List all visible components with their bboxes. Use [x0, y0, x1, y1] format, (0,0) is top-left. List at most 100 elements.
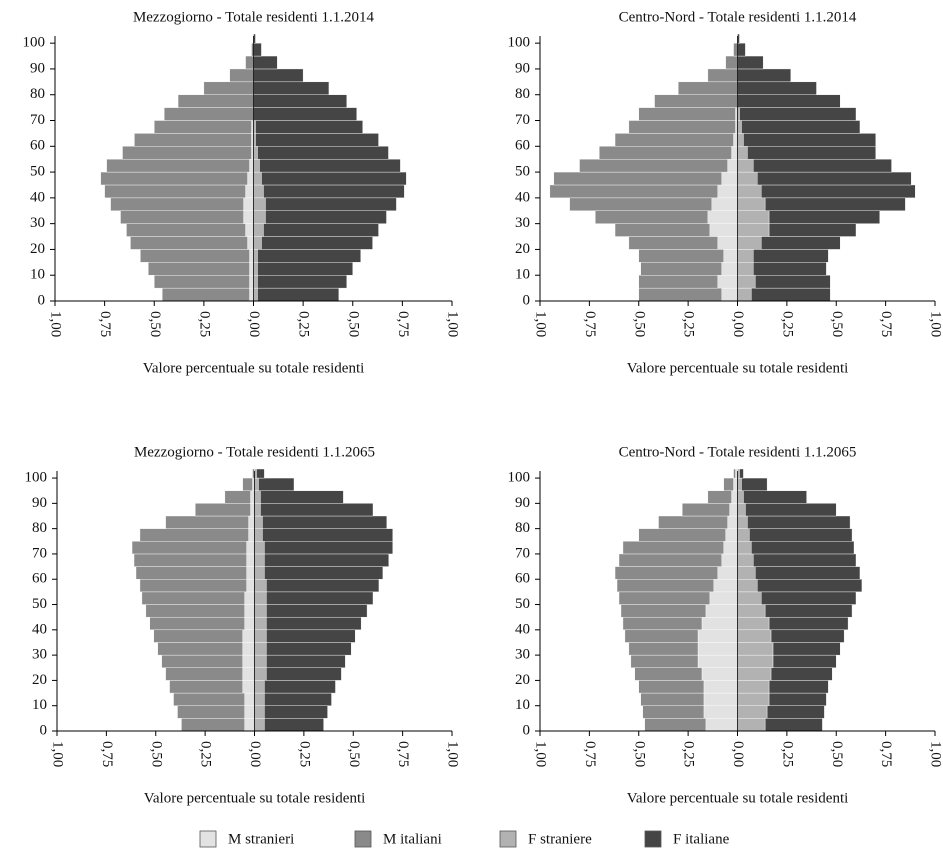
bar: [131, 541, 247, 555]
y-tick-label: 80: [515, 520, 530, 536]
bar: [264, 553, 390, 567]
x-tick-label: 0,75: [395, 741, 411, 767]
bar: [737, 667, 772, 681]
bar: [721, 171, 738, 186]
bar: [703, 692, 738, 706]
y-tick-label: 40: [515, 621, 530, 637]
bar: [145, 604, 245, 618]
bar: [630, 654, 699, 668]
bar: [733, 42, 738, 57]
y-tick-label: 0: [523, 292, 531, 308]
bar: [243, 197, 254, 211]
bar: [244, 591, 255, 605]
bar: [253, 210, 266, 224]
y-tick-label: 10: [515, 267, 530, 283]
y-tick-label: 70: [515, 545, 530, 561]
y-tick-label: 20: [32, 672, 47, 688]
bar: [741, 477, 768, 491]
x-tick-label: 1,00: [928, 741, 943, 767]
bar: [733, 468, 736, 479]
bar: [614, 133, 734, 147]
bar: [642, 705, 705, 719]
bar: [638, 680, 705, 694]
bar: [717, 566, 738, 580]
bar: [254, 642, 267, 656]
bar: [595, 210, 709, 224]
bar: [703, 705, 738, 719]
bar: [263, 223, 379, 237]
bar: [733, 133, 738, 147]
bar: [244, 705, 255, 719]
bar: [717, 236, 738, 250]
bar: [737, 158, 754, 173]
y-tick-label: 80: [515, 86, 530, 102]
bar: [737, 642, 774, 656]
bar: [161, 287, 250, 302]
bar: [244, 616, 255, 631]
bar: [257, 275, 347, 289]
bar: [764, 718, 823, 732]
bar: [768, 223, 857, 237]
bar: [737, 249, 754, 263]
bar: [266, 654, 346, 668]
bar: [224, 490, 251, 504]
bar: [253, 223, 264, 237]
bar: [723, 477, 734, 491]
bar: [141, 591, 245, 605]
bar: [624, 629, 699, 643]
bar: [737, 120, 742, 134]
bar: [266, 629, 356, 643]
bar: [254, 616, 267, 631]
bar: [181, 718, 245, 732]
bar: [244, 718, 255, 732]
bar: [770, 629, 845, 643]
bar: [122, 146, 252, 160]
bar: [249, 262, 254, 276]
bar: [254, 680, 265, 694]
bar: [254, 477, 259, 491]
bar: [723, 249, 738, 263]
bar: [255, 120, 363, 134]
y-tick-label: 40: [515, 189, 530, 205]
y-tick-label: 30: [515, 647, 530, 663]
legend-swatch: [199, 830, 217, 848]
bar: [177, 705, 245, 719]
bar: [753, 262, 827, 276]
bar: [761, 184, 916, 199]
bar: [245, 55, 254, 70]
bar: [711, 197, 738, 211]
bar: [250, 503, 255, 517]
bar: [725, 528, 738, 542]
bar: [727, 515, 738, 529]
bar: [770, 667, 833, 681]
bar: [249, 275, 254, 289]
bar: [254, 705, 265, 719]
bar: [250, 490, 255, 504]
bar: [177, 94, 254, 108]
bar: [139, 579, 247, 593]
bar: [254, 566, 265, 580]
bar: [749, 528, 853, 542]
bar: [614, 223, 711, 237]
bar: [264, 692, 332, 706]
bar: [599, 146, 732, 160]
y-tick-label: 50: [32, 596, 47, 612]
bar: [242, 642, 255, 656]
x-tick-label: 0,25: [779, 741, 795, 767]
y-tick-label: 30: [515, 215, 530, 231]
series: [739, 468, 863, 732]
bar: [161, 654, 243, 668]
bar: [257, 146, 389, 160]
bar: [717, 275, 738, 289]
bar: [768, 616, 849, 631]
bar: [553, 171, 722, 186]
legend-swatch: [354, 830, 372, 848]
bar: [737, 68, 792, 83]
y-tick-label: 70: [32, 545, 47, 561]
bar: [751, 287, 831, 302]
bar: [772, 654, 837, 668]
bar: [253, 55, 278, 70]
bar: [768, 210, 880, 224]
bar: [264, 680, 336, 694]
y-tick-label: 20: [30, 241, 45, 257]
